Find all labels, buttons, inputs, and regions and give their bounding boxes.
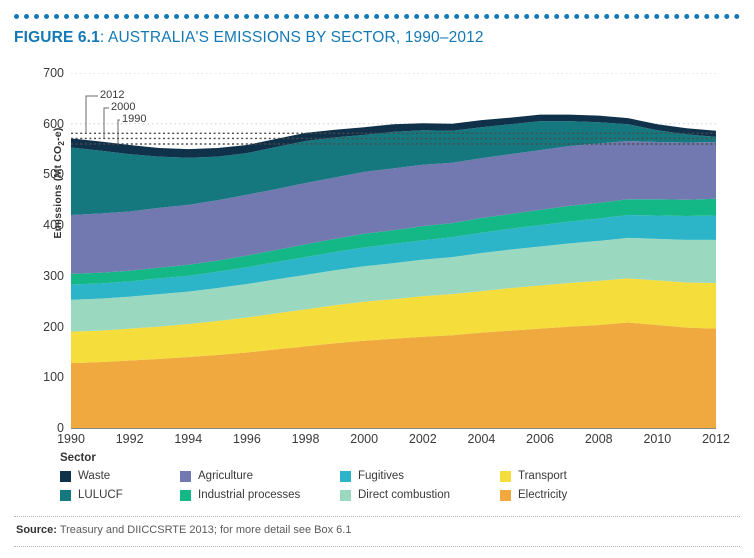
x-tick-label: 2002	[408, 432, 437, 446]
legend-item[interactable]: Direct combustion	[340, 489, 500, 501]
legend-item[interactable]: Transport	[500, 470, 620, 482]
legend-swatch-icon	[60, 470, 71, 482]
x-tick-label: 1996	[233, 432, 261, 446]
source-note: Source: Treasury and DIICCSRTE 2013; for…	[16, 524, 351, 536]
y-tick-label: 200	[43, 319, 64, 334]
annotation-label-1990: 1990	[122, 113, 147, 125]
y-tick-label: 0	[57, 421, 64, 435]
area-series-electricity	[71, 322, 716, 428]
figure-title-text: : AUSTRALIA'S EMISSIONS BY SECTOR, 1990–…	[99, 29, 484, 46]
source-text: Treasury and DIICCSRTE 2013; for more de…	[56, 524, 352, 536]
y-tick-label: 400	[43, 218, 64, 233]
y-tick-label: 600	[43, 116, 64, 131]
legend-swatch-icon	[340, 470, 351, 482]
legend-swatch-icon	[500, 489, 511, 501]
x-tick-label: 1994	[174, 432, 203, 446]
legend-items: Waste Agriculture Fugitives Transport LULUCF…	[60, 470, 620, 501]
legend-swatch-icon	[180, 470, 191, 482]
x-tick-label: 2006	[526, 432, 554, 446]
legend-swatch-icon	[500, 470, 511, 482]
legend-item-label: Transport	[518, 470, 567, 482]
x-tick-label: 2000	[350, 432, 379, 446]
y-axis-ticks: 0 100 200 300 400 500 600 700	[14, 0, 64, 512]
area-series-waste	[71, 114, 716, 158]
figure-number: FIGURE 6.1	[14, 29, 100, 46]
area-series-transport	[71, 278, 716, 364]
legend-item[interactable]: Fugitives	[340, 470, 500, 482]
y-tick-label: 700	[43, 66, 64, 80]
y-tick-label: 300	[43, 268, 64, 283]
stacked-area-chart	[71, 73, 716, 428]
source-rule-top	[14, 516, 740, 517]
y-tick-label: 500	[43, 167, 64, 182]
legend-item-label: Industrial processes	[198, 489, 301, 501]
x-tick-label: 2010	[643, 432, 672, 446]
legend-item[interactable]: LULUCF	[60, 489, 180, 501]
area-series-direct-combustion	[71, 237, 716, 332]
x-tick-label: 1998	[291, 432, 320, 446]
legend-item-label: LULUCF	[78, 489, 123, 501]
x-tick-label: 1990	[57, 432, 85, 446]
legend-item-label: Waste	[78, 470, 111, 482]
x-axis-line	[71, 428, 716, 429]
area-series-agriculture	[71, 140, 716, 274]
legend-item-label: Agriculture	[198, 470, 253, 482]
legend-item-label: Fugitives	[358, 470, 405, 482]
legend-item[interactable]: Waste	[60, 470, 180, 482]
legend-swatch-icon	[340, 489, 351, 501]
legend-item[interactable]: Electricity	[500, 489, 620, 501]
top-dotted-rule	[14, 14, 740, 19]
source-label: Source:	[16, 524, 57, 536]
x-tick-label: 2008	[584, 432, 613, 446]
x-tick-label: 2012	[702, 432, 730, 446]
legend-swatch-icon	[60, 489, 71, 501]
legend: Sector Waste Agriculture Fugitives Transpor…	[60, 452, 620, 501]
legend-swatch-icon	[180, 489, 191, 501]
page-title: FIGURE 6.1: AUSTRALIA'S EMISSIONS BY SEC…	[14, 29, 484, 47]
source-rule-bottom	[14, 546, 740, 547]
legend-item-label: Direct combustion	[358, 489, 451, 501]
legend-title: Sector	[60, 452, 96, 464]
area-series-industrial-processes	[71, 198, 716, 285]
chart-container: Emissions (Mt CO2-e) 0 100 200 300 400 500 600…	[0, 0, 754, 512]
x-tick-label: 1992	[115, 432, 144, 446]
x-tick-label: 2004	[467, 432, 496, 446]
legend-item[interactable]: Industrial processes	[180, 489, 340, 501]
plot-area	[71, 73, 716, 428]
legend-item[interactable]: Agriculture	[180, 470, 340, 482]
annotation-label-2000: 2000	[111, 101, 136, 113]
legend-item-label: Electricity	[518, 489, 568, 501]
annotation-label-2012: 2012	[100, 89, 125, 101]
area-series-fugitives	[71, 215, 716, 300]
y-tick-label: 100	[43, 370, 64, 385]
x-axis-ticks: 1990 1992 1994 1996 1998 2000 2002 2004 2006 2008…	[0, 432, 754, 452]
